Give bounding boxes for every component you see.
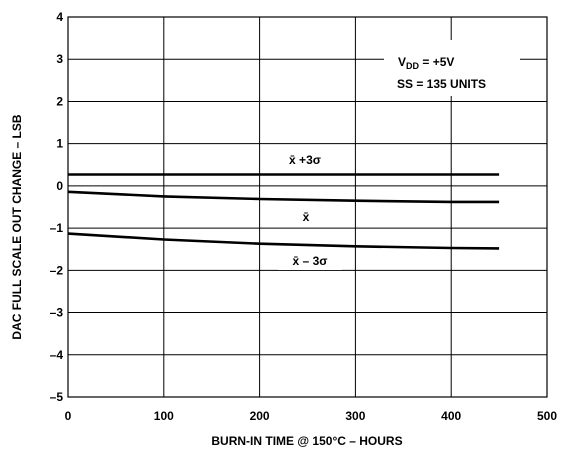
y-tick-label: –1 — [50, 221, 64, 235]
vdd-label: VDD = +5V — [398, 55, 454, 71]
plot-frame — [67, 16, 548, 398]
x-tick-label: 500 — [537, 409, 557, 423]
ss-label: SS = 135 UNITS — [397, 77, 486, 91]
series-line-1 — [67, 190, 500, 204]
vdd-sub: DD — [406, 61, 419, 71]
series-label-upper: x̄ +3σ — [289, 153, 321, 167]
series-line-2 — [67, 232, 500, 250]
series-label-mean: x̄ — [303, 210, 310, 224]
y-tick-label: –5 — [50, 390, 64, 404]
x-tick-label: 400 — [441, 409, 461, 423]
y-tick-label: 4 — [56, 10, 63, 24]
y-tick-label: 1 — [56, 137, 63, 151]
x-tick-label: 200 — [250, 409, 270, 423]
vdd-value: = +5V — [419, 55, 454, 69]
x-tick-label: 0 — [65, 409, 72, 423]
vdd-main: V — [398, 55, 406, 69]
y-tick-label: –4 — [50, 348, 64, 362]
series-label-lower: x̄ – 3σ — [293, 254, 328, 268]
y-tick-label: –3 — [50, 306, 64, 320]
x-tick-label: 300 — [345, 409, 365, 423]
x-axis-title: BURN-IN TIME @ 150°C – HOURS — [211, 434, 402, 448]
conditions-box — [384, 40, 520, 96]
series-label-bg-lower — [278, 253, 342, 270]
series-label-bg-upper — [278, 151, 332, 168]
tick-labels: 0 100 200 300 400 500 –5 –4 –3 –2 –1 0 1 2 3 4 — [50, 10, 558, 423]
series-layer — [67, 173, 500, 250]
y-tick-label: –2 — [50, 263, 64, 277]
x-tick-label: 100 — [154, 409, 174, 423]
series-label-bg-mean — [293, 208, 319, 225]
y-tick-label: 2 — [56, 94, 63, 108]
y-tick-label: 3 — [56, 52, 63, 66]
y-axis-title: DAC FULL SCALE OUT CHANGE – LSB — [10, 114, 24, 339]
y-tick-label: 0 — [56, 179, 63, 193]
